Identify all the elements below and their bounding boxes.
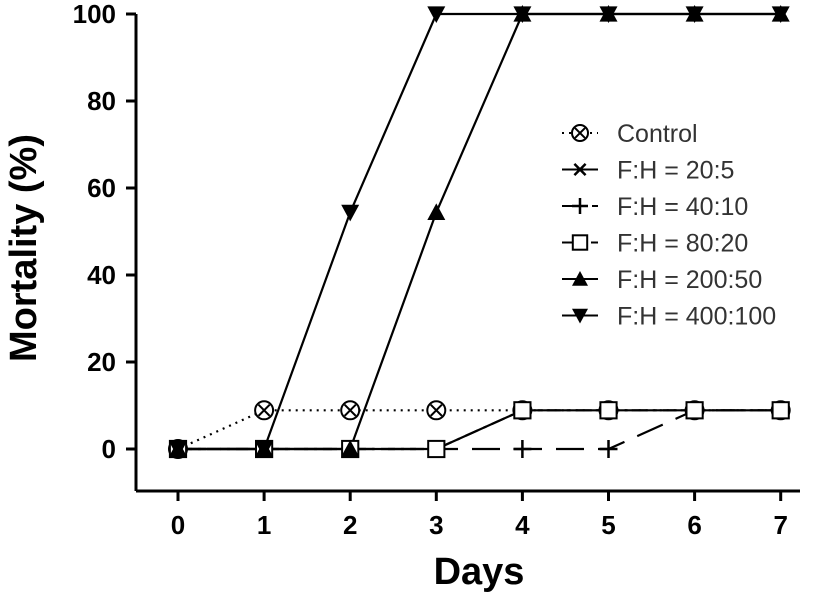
x-tick-label: 0 xyxy=(171,510,185,540)
data-point xyxy=(426,400,447,421)
data-point xyxy=(571,234,589,251)
data-point xyxy=(340,400,361,421)
data-point xyxy=(571,124,589,142)
x-tick-label: 3 xyxy=(429,510,443,540)
legend: Control F:H = 20:5 F:H = 40:10 F:H = 80:20 F… xyxy=(562,120,776,331)
axes xyxy=(134,14,800,493)
series-markers xyxy=(169,6,790,458)
data-point xyxy=(341,440,360,457)
data-point xyxy=(685,6,704,23)
data-point xyxy=(254,400,275,421)
x-tick-label: 5 xyxy=(601,510,615,540)
data-point xyxy=(685,401,704,420)
data-point xyxy=(599,401,618,420)
data-point xyxy=(255,441,274,458)
data-point xyxy=(513,440,532,458)
x-axis-title: Days xyxy=(434,551,525,593)
data-point xyxy=(599,440,618,458)
data-point xyxy=(771,401,790,420)
legend-label: F:H = 20:5 xyxy=(617,157,734,185)
y-tick-label: 0 xyxy=(102,434,116,464)
data-point xyxy=(771,6,790,23)
data-point xyxy=(513,401,532,420)
y-tick-label: 60 xyxy=(87,173,116,203)
data-point xyxy=(573,163,587,176)
legend-item: F:H = 400:100 xyxy=(562,303,776,331)
legend-label: F:H = 400:100 xyxy=(617,303,776,331)
series-line xyxy=(177,409,781,451)
data-point xyxy=(513,6,532,23)
x-tick-label: 1 xyxy=(257,510,271,540)
y-tick-label: 20 xyxy=(87,347,116,377)
legend-item: F:H = 80:20 xyxy=(562,230,748,258)
x-tick-label: 6 xyxy=(687,510,701,540)
series-markers xyxy=(169,5,790,457)
y-tick-label: 40 xyxy=(87,260,116,290)
series-line xyxy=(178,12,781,451)
data-point xyxy=(572,308,588,324)
legend-label: F:H = 80:20 xyxy=(617,230,748,258)
ticks: 0 1 2 3 4 5 6 7 0 20 40 60 80 100 xyxy=(73,0,788,540)
data-point xyxy=(427,203,446,221)
data-point xyxy=(169,441,187,458)
x-tick-label: 2 xyxy=(343,510,357,540)
y-axis-title: Mortality (%) xyxy=(3,134,45,362)
legend-label: Control xyxy=(617,120,698,148)
legend-item: F:H = 20:5 xyxy=(562,157,734,185)
x-tick-label: 4 xyxy=(515,510,530,540)
y-tick-label: 80 xyxy=(87,86,116,116)
data-point xyxy=(427,439,446,459)
legend-item: F:H = 40:10 xyxy=(562,193,748,221)
data-point xyxy=(572,271,588,286)
data-point xyxy=(572,198,588,214)
data-point xyxy=(599,6,618,23)
data-point xyxy=(427,6,446,23)
data-point xyxy=(341,204,360,222)
y-tick-label: 100 xyxy=(73,0,116,29)
legend-label: F:H = 40:10 xyxy=(617,193,748,221)
legend-item: F:H = 200:50 xyxy=(562,266,762,294)
legend-item: Control xyxy=(562,120,698,148)
legend-label: F:H = 200:50 xyxy=(617,266,762,294)
plot-area xyxy=(168,5,791,459)
x-tick-label: 7 xyxy=(773,510,787,540)
